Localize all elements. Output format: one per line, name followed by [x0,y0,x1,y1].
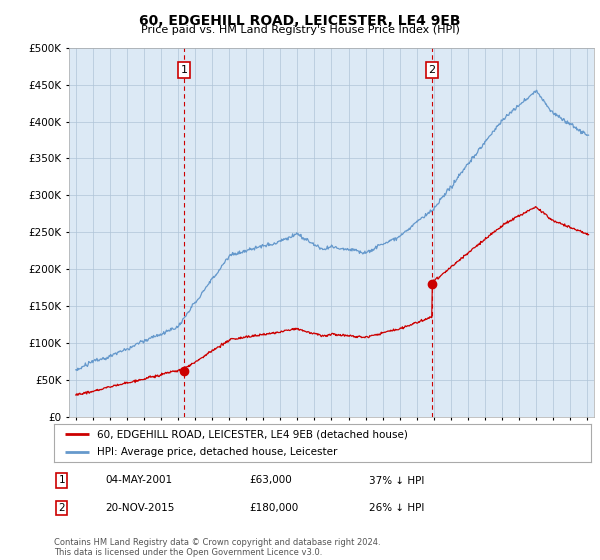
Text: 60, EDGEHILL ROAD, LEICESTER, LE4 9EB: 60, EDGEHILL ROAD, LEICESTER, LE4 9EB [139,14,461,28]
Text: 60, EDGEHILL ROAD, LEICESTER, LE4 9EB (detached house): 60, EDGEHILL ROAD, LEICESTER, LE4 9EB (d… [97,429,408,439]
Text: HPI: Average price, detached house, Leicester: HPI: Average price, detached house, Leic… [97,447,337,457]
Text: 20-NOV-2015: 20-NOV-2015 [105,503,175,513]
Text: 37% ↓ HPI: 37% ↓ HPI [369,475,424,486]
Text: 2: 2 [58,503,65,513]
Text: £180,000: £180,000 [249,503,298,513]
Text: 04-MAY-2001: 04-MAY-2001 [105,475,172,486]
Text: 1: 1 [58,475,65,486]
Text: £63,000: £63,000 [249,475,292,486]
Text: Contains HM Land Registry data © Crown copyright and database right 2024.
This d: Contains HM Land Registry data © Crown c… [54,538,380,557]
Text: 26% ↓ HPI: 26% ↓ HPI [369,503,424,513]
Text: Price paid vs. HM Land Registry's House Price Index (HPI): Price paid vs. HM Land Registry's House … [140,25,460,35]
Text: 1: 1 [181,65,188,75]
Text: 2: 2 [428,65,436,75]
